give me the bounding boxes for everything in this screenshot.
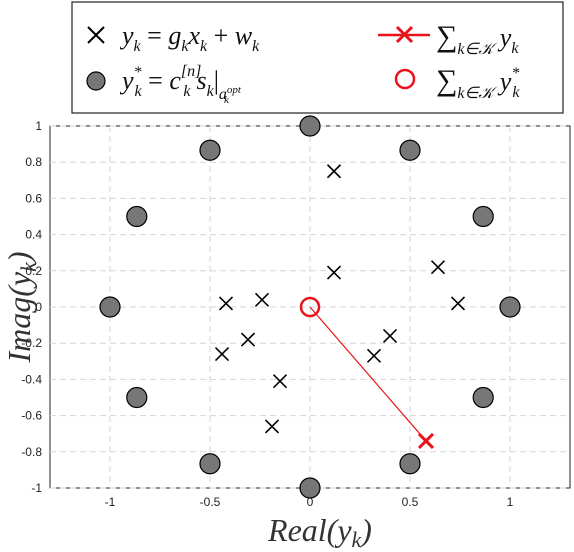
legend-marker-red-circle	[394, 68, 416, 90]
received-sample-point	[326, 265, 342, 280]
received-sample-point	[254, 292, 270, 307]
y-tick-label: -0.8	[21, 445, 42, 459]
x-tick-label: -1	[105, 495, 116, 509]
x-tick-label: 0.5	[402, 495, 419, 509]
y-tick-label: -0.2	[21, 336, 42, 350]
legend-label-sum-y-k: ∑k∈𝒦 yk	[436, 20, 519, 58]
y-tick-label: -1	[31, 481, 42, 495]
x-tick-label: 1	[507, 495, 514, 509]
received-sample-point	[264, 419, 280, 434]
x-stroke	[366, 348, 382, 363]
x-stroke	[240, 332, 256, 347]
legend-marker-red-x	[378, 25, 430, 44]
x-tick-label: -0.5	[200, 495, 221, 509]
constellation-point	[126, 386, 148, 409]
constellation-point	[99, 296, 121, 318]
connector-line	[309, 306, 427, 442]
data-marks	[99, 115, 521, 499]
legend-label-y-k: yk = gkxk + wk	[119, 21, 260, 55]
received-sample-point	[430, 260, 446, 275]
constellation-point	[399, 453, 421, 475]
constellation-point	[399, 139, 421, 161]
received-sample-point	[214, 346, 230, 362]
x-stroke	[417, 432, 435, 450]
received-sample-point	[240, 332, 256, 347]
y-tick-label: -0.6	[21, 409, 42, 423]
sum-y-star-point	[299, 296, 321, 318]
y-tick-label: 1	[35, 119, 42, 133]
y-tick-label: 0.4	[25, 228, 42, 242]
sum-y-point	[417, 432, 435, 450]
constellation-point	[126, 205, 148, 228]
received-sample-point	[450, 296, 466, 311]
legend-box	[71, 1, 564, 114]
received-sample-point	[218, 296, 234, 311]
y-tick-label: 0.8	[25, 155, 42, 169]
y-tick-label: 0.2	[25, 264, 42, 278]
x-stroke	[326, 164, 342, 179]
y-tick-label: 0	[35, 300, 42, 314]
x-stroke	[264, 419, 280, 434]
constellation-point	[299, 115, 321, 137]
constellation-point	[299, 477, 321, 499]
received-sample-point	[366, 348, 382, 363]
y-tick-label: -0.4	[21, 372, 42, 386]
x-stroke	[450, 296, 466, 311]
x-stroke	[218, 296, 234, 311]
x-axis-title: Real(yk)	[267, 512, 372, 552]
x-stroke	[430, 260, 446, 275]
constellation-point	[199, 139, 221, 161]
constellation-point	[499, 296, 521, 318]
tick-labels: -1 -0.5 0 0.5 1 -1 -0.8 -0.6 -0.4 -0.2 0 0.2 0.4 0.6 0…	[21, 119, 513, 509]
y-tick-label: 0.6	[25, 191, 42, 205]
x-stroke	[272, 374, 288, 389]
x-tick-label: 0	[307, 495, 314, 509]
x-stroke	[254, 292, 270, 307]
legend: yk = gkxk + wk ∑k∈𝒦 yk y* k = c[n] k sk|aop…	[71, 1, 564, 114]
y-axis-title: Imag(yk)	[1, 251, 41, 363]
x-stroke	[214, 346, 230, 362]
constellation-point	[199, 453, 221, 475]
connector-segment	[309, 306, 427, 442]
received-sample-point	[326, 164, 342, 179]
legend-marker-gray-circle	[86, 71, 106, 91]
legend-label-sum-y-star-k: ∑k∈𝒦 y* k	[436, 64, 520, 102]
x-stroke	[382, 328, 398, 344]
constellation-point	[472, 205, 494, 228]
x-stroke	[326, 265, 342, 280]
received-sample-point	[272, 374, 288, 389]
received-sample-point	[382, 328, 398, 344]
constellation-point	[472, 386, 494, 409]
legend-marker-x	[87, 26, 105, 44]
